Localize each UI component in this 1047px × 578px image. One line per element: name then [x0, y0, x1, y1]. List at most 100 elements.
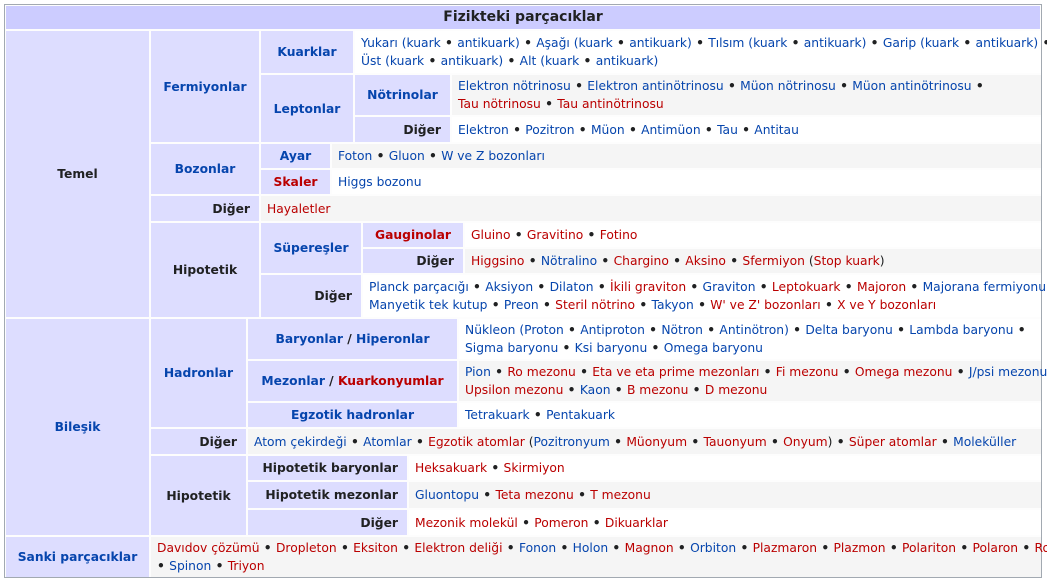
- particle-link[interactable]: Gluon: [389, 149, 425, 163]
- particle-link[interactable]: Tılsım (kuark: [708, 36, 787, 50]
- group-fermiyonlar-link[interactable]: Fermiyonlar: [163, 80, 246, 94]
- particle-link[interactable]: Nötron: [661, 323, 703, 337]
- particle-link[interactable]: Atomlar: [363, 435, 412, 449]
- particle-link[interactable]: antikuark): [457, 36, 520, 50]
- particle-link[interactable]: Plazmon: [833, 541, 885, 555]
- particle-link[interactable]: antikuark): [976, 36, 1039, 50]
- particle-link[interactable]: Polariton: [902, 541, 956, 555]
- particle-link[interactable]: Pion: [465, 365, 491, 379]
- particle-link[interactable]: Pozitron: [525, 123, 574, 137]
- particle-link[interactable]: Majoron: [857, 280, 906, 294]
- particle-link[interactable]: Müon antinötrinosu: [852, 79, 971, 93]
- particle-link[interactable]: Tauonyum: [704, 435, 767, 449]
- particle-link[interactable]: Takyon: [652, 298, 694, 312]
- particle-link[interactable]: Stop kuark: [814, 254, 880, 268]
- group-bozonlar-link[interactable]: Bozonlar: [175, 162, 236, 176]
- particle-link[interactable]: Tau: [717, 123, 738, 137]
- particle-link[interactable]: Majorana fermiyonu: [923, 280, 1046, 294]
- particle-link[interactable]: Yukarı (kuark: [361, 36, 441, 50]
- particle-link[interactable]: Gravitino: [527, 228, 583, 242]
- particle-link[interactable]: Dikuarklar: [605, 516, 668, 530]
- particle-link[interactable]: W' ve Z' bozonları: [710, 298, 820, 312]
- particle-link[interactable]: Antitau: [754, 123, 799, 137]
- particle-link[interactable]: T mezonu: [590, 488, 651, 502]
- particle-link[interactable]: Triyon: [228, 559, 265, 573]
- particle-link[interactable]: Eta ve eta prime mezonları: [592, 365, 759, 379]
- particle-link[interactable]: Müon nötrinosu: [740, 79, 836, 93]
- particle-link[interactable]: İkili graviton: [610, 280, 686, 294]
- particle-link[interactable]: Egzotik atomlar: [428, 435, 525, 449]
- particle-link[interactable]: Steril nötrino: [555, 298, 635, 312]
- particle-link[interactable]: Antimüon: [641, 123, 701, 137]
- particle-link[interactable]: B mezonu: [627, 383, 688, 397]
- particle-link[interactable]: Nötralino: [541, 254, 597, 268]
- particle-link[interactable]: Pentakuark: [546, 408, 615, 422]
- particle-link[interactable]: Elektron deliği: [414, 541, 502, 555]
- particle-link[interactable]: Ro mezonu: [507, 365, 576, 379]
- particle-link[interactable]: D mezonu: [705, 383, 768, 397]
- particle-link[interactable]: Omega mezonu: [855, 365, 953, 379]
- particle-link[interactable]: Kaon: [580, 383, 611, 397]
- particle-link[interactable]: Teta mezonu: [495, 488, 573, 502]
- group-hiperonlar-link[interactable]: Hiperonlar: [356, 332, 430, 346]
- particle-link[interactable]: Gluino: [471, 228, 510, 242]
- particle-link[interactable]: antikuark): [596, 54, 659, 68]
- particle-link[interactable]: Elektron: [458, 123, 509, 137]
- particle-link[interactable]: Delta baryonu: [805, 323, 893, 337]
- particle-link[interactable]: Fi mezonu: [776, 365, 839, 379]
- group-hadronlar-link[interactable]: Hadronlar: [164, 366, 233, 380]
- group-bilesik-link[interactable]: Bileşik: [55, 420, 101, 434]
- particle-link[interactable]: Proton: [524, 323, 564, 337]
- particle-link[interactable]: Antinötron): [719, 323, 788, 337]
- particle-link[interactable]: Sigma baryonu: [465, 341, 558, 355]
- group-kuarklar-link[interactable]: Kuarklar: [277, 45, 336, 59]
- particle-link[interactable]: Mezonik molekül: [415, 516, 518, 530]
- particle-link[interactable]: Roton: [1035, 541, 1047, 555]
- group-sanki-link[interactable]: Sanki parçacıklar: [18, 550, 138, 564]
- particle-link[interactable]: Eksiton: [353, 541, 398, 555]
- particle-link[interactable]: Fotino: [600, 228, 638, 242]
- particle-link[interactable]: Aksino: [685, 254, 726, 268]
- group-superesler-link[interactable]: Süpereşler: [273, 241, 348, 255]
- particle-link[interactable]: J/psi mezonu: [969, 365, 1047, 379]
- particle-link[interactable]: antikuark): [629, 36, 692, 50]
- particle-link[interactable]: Davıdov çözümü: [157, 541, 260, 555]
- particle-link[interactable]: Ksi baryonu: [575, 341, 648, 355]
- group-mezonlar-link[interactable]: Mezonlar: [261, 374, 325, 388]
- particle-link[interactable]: Elektron nötrinosu: [458, 79, 571, 93]
- particle-link[interactable]: Heksakuark: [415, 461, 487, 475]
- particle-link[interactable]: Spinon: [169, 559, 211, 573]
- particle-link[interactable]: antikuark): [441, 54, 504, 68]
- particle-link[interactable]: Upsilon mezonu: [465, 383, 563, 397]
- particle-link[interactable]: Antiproton: [580, 323, 645, 337]
- particle-link[interactable]: Üst (kuark: [361, 54, 424, 68]
- particle-link[interactable]: Fonon: [519, 541, 556, 555]
- particle-link[interactable]: Tetrakuark: [465, 408, 530, 422]
- particle-link[interactable]: Plazmaron: [753, 541, 817, 555]
- particle-link[interactable]: Omega baryonu: [664, 341, 763, 355]
- particle-link[interactable]: Leptokuark: [772, 280, 841, 294]
- particle-link[interactable]: Müon: [591, 123, 625, 137]
- particle-link[interactable]: Onyum: [783, 435, 828, 449]
- particle-link[interactable]: Chargino: [614, 254, 669, 268]
- particle-link[interactable]: Alt (kuark: [520, 54, 580, 68]
- particle-link[interactable]: Lambda baryonu: [909, 323, 1013, 337]
- particle-link[interactable]: Atom çekirdeği: [254, 435, 347, 449]
- particle-link[interactable]: Dilaton: [550, 280, 594, 294]
- particle-link[interactable]: Aksiyon: [485, 280, 533, 294]
- particle-link[interactable]: Orbiton: [690, 541, 736, 555]
- particle-link[interactable]: Manyetik tek kutup: [369, 298, 487, 312]
- particle-link[interactable]: Planck parçacığı: [369, 280, 469, 294]
- group-skaler-link[interactable]: Skaler: [274, 175, 318, 189]
- particle-link[interactable]: Sfermiyon: [742, 254, 805, 268]
- particle-link[interactable]: Higgs bozonu: [338, 175, 421, 189]
- particle-link[interactable]: Preon: [504, 298, 539, 312]
- particle-link[interactable]: X ve Y bozonları: [837, 298, 936, 312]
- particle-link[interactable]: Holon: [573, 541, 609, 555]
- group-leptonlar-link[interactable]: Leptonlar: [274, 102, 341, 116]
- group-notrinolar-link[interactable]: Nötrinolar: [367, 88, 438, 102]
- group-kuarkonyumlar-link[interactable]: Kuarkonyumlar: [338, 374, 444, 388]
- particle-link[interactable]: Graviton: [703, 280, 756, 294]
- particle-link[interactable]: antikuark): [804, 36, 867, 50]
- particle-link[interactable]: Moleküller: [953, 435, 1016, 449]
